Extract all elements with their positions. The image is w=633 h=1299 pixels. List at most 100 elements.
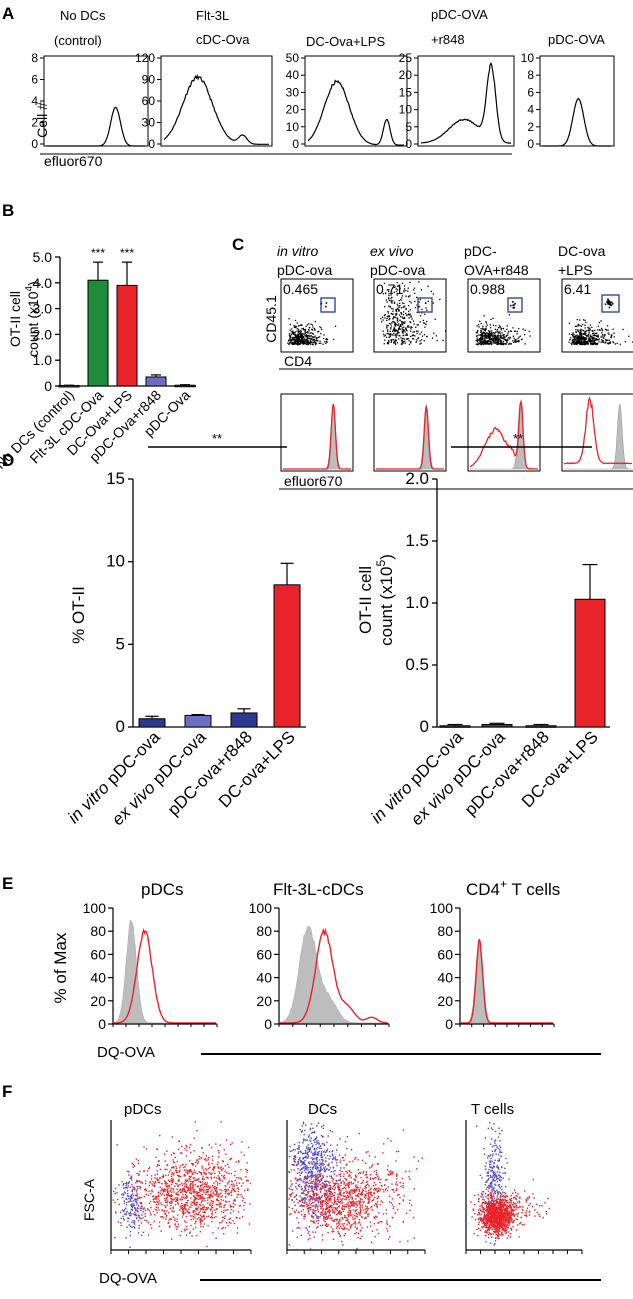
red-event-dot — [150, 1227, 153, 1229]
red-event-dot — [356, 1247, 358, 1250]
red-event-dot — [353, 1191, 355, 1193]
event-dot — [297, 336, 299, 339]
red-event-dot — [151, 1189, 153, 1191]
event-dot — [392, 339, 394, 341]
blue-event-dot — [304, 1200, 306, 1202]
event-dot — [577, 330, 579, 333]
red-event-dot — [365, 1207, 368, 1210]
red-event-dot — [196, 1204, 198, 1206]
red-event-dot — [241, 1185, 243, 1187]
red-event-dot — [196, 1209, 198, 1211]
blue-event-dot — [341, 1171, 343, 1173]
red-event-dot — [350, 1204, 353, 1207]
blue-event-dot — [309, 1175, 311, 1177]
blue-event-dot — [315, 1148, 318, 1150]
event-dot — [316, 338, 318, 340]
red-event-dot — [342, 1210, 344, 1213]
red-event-dot — [379, 1181, 381, 1184]
red-event-dot — [185, 1208, 187, 1210]
blue-event-dot — [140, 1203, 143, 1205]
red-event-dot — [364, 1187, 366, 1190]
red-event-dot — [321, 1239, 324, 1241]
event-dot — [622, 328, 624, 331]
event-dot — [484, 337, 486, 339]
red-event-dot — [240, 1169, 242, 1171]
red-event-dot — [410, 1204, 413, 1207]
red-event-dot — [218, 1177, 220, 1180]
red-event-dot — [379, 1189, 382, 1191]
event-dot — [409, 281, 411, 283]
blue-event-dot — [289, 1150, 291, 1153]
event-dot — [489, 330, 491, 332]
event-dot — [402, 331, 404, 333]
event-dot — [514, 330, 517, 332]
event-dot — [325, 342, 327, 344]
red-event-dot — [361, 1216, 363, 1219]
significance-marker: *** — [91, 246, 105, 260]
red-event-dot — [183, 1210, 185, 1213]
red-event-dot — [184, 1206, 186, 1208]
red-event-dot — [201, 1167, 203, 1169]
red-event-dot — [330, 1206, 333, 1209]
red-event-dot — [173, 1172, 175, 1174]
red-event-dot — [222, 1220, 224, 1222]
red-event-dot — [326, 1189, 328, 1191]
y-tick-label: 5.0 — [33, 249, 53, 265]
event-dot — [499, 335, 501, 337]
red-event-dot — [245, 1168, 247, 1171]
event-dot — [503, 333, 505, 336]
blue-event-dot — [311, 1142, 313, 1145]
event-dot — [303, 329, 305, 331]
red-event-dot — [376, 1216, 378, 1218]
red-event-dot — [337, 1212, 340, 1214]
red-event-dot — [197, 1185, 199, 1187]
event-dot — [483, 315, 485, 317]
red-event-dot — [196, 1162, 199, 1165]
red-event-dot — [332, 1212, 334, 1214]
red-event-dot — [162, 1217, 164, 1219]
blue-event-dot — [312, 1166, 314, 1169]
event-dot — [605, 341, 607, 343]
event-dot — [293, 325, 295, 327]
red-event-dot — [373, 1185, 375, 1187]
gated-event-dot — [604, 303, 607, 305]
event-dot — [305, 343, 307, 346]
blue-event-dot — [320, 1154, 323, 1156]
red-event-dot — [309, 1204, 312, 1206]
red-event-dot — [197, 1206, 200, 1208]
red-event-dot — [168, 1171, 171, 1173]
red-event-dot — [119, 1211, 122, 1213]
blue-event-dot — [312, 1168, 314, 1170]
red-event-dot — [327, 1199, 329, 1202]
red-event-dot — [237, 1211, 240, 1213]
event-dot — [493, 336, 495, 338]
red-event-dot — [200, 1225, 202, 1228]
red-event-dot — [185, 1179, 187, 1181]
blue-event-dot — [300, 1151, 302, 1154]
red-event-dot — [388, 1174, 390, 1176]
event-dot — [313, 339, 315, 342]
event-dot — [393, 334, 395, 336]
red-event-dot — [401, 1177, 404, 1180]
event-dot — [303, 339, 305, 341]
red-event-dot — [294, 1211, 296, 1214]
red-event-dot — [372, 1164, 374, 1166]
event-dot — [603, 341, 605, 343]
red-event-dot — [325, 1216, 327, 1219]
blue-event-dot — [301, 1153, 304, 1155]
blue-event-dot — [315, 1195, 318, 1197]
red-event-dot — [388, 1201, 391, 1203]
red-event-dot — [350, 1202, 352, 1204]
red-event-dot — [159, 1134, 161, 1137]
event-dot — [387, 343, 390, 345]
red-event-dot — [195, 1191, 197, 1193]
blue-event-dot — [311, 1171, 313, 1174]
event-dot — [482, 328, 484, 331]
red-event-dot — [137, 1162, 140, 1165]
red-event-dot — [322, 1164, 324, 1167]
event-dot — [298, 328, 300, 331]
event-dot — [573, 338, 576, 340]
event-cloud — [470, 1122, 551, 1246]
bar — [58, 384, 80, 388]
red-event-dot — [180, 1199, 183, 1201]
